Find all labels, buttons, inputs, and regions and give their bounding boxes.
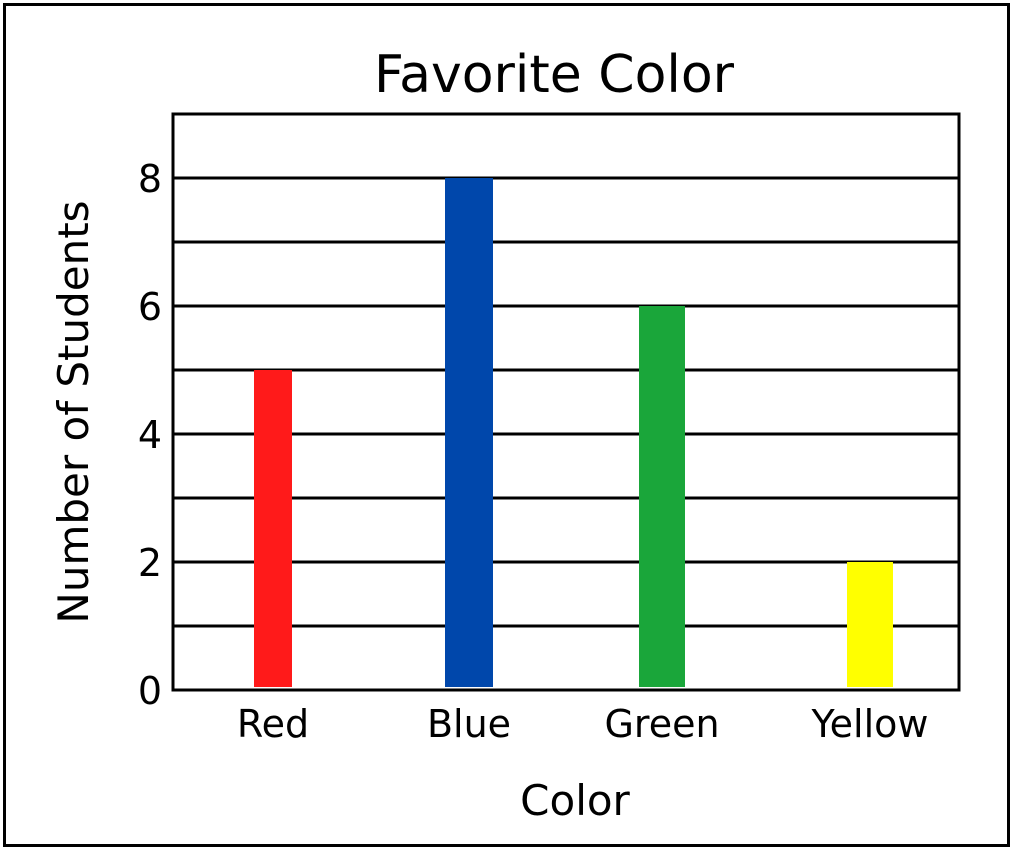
y-tick-label: 6 [138, 285, 162, 329]
gridlines [173, 176, 959, 628]
bar-red [254, 370, 292, 687]
y-tick-label: 4 [138, 413, 162, 457]
x-axis-label: Color [520, 776, 630, 825]
bar-green [639, 306, 685, 687]
y-tick-label: 2 [138, 541, 162, 585]
y-tick-labels: 0 2 4 6 8 [138, 157, 162, 713]
chart-frame [3, 3, 1010, 847]
x-tick-labels: Red Blue Green Yellow [237, 702, 929, 746]
plot-area-border [171, 112, 961, 692]
x-tick-label-yellow: Yellow [811, 702, 929, 746]
bar-blue [445, 178, 493, 687]
x-tick-label-red: Red [237, 702, 309, 746]
bars [254, 178, 893, 687]
y-axis-label: Number of Students [49, 200, 98, 623]
bar-yellow [847, 562, 893, 687]
y-tick-label: 8 [138, 157, 162, 201]
chart-title: Favorite Color [374, 45, 735, 105]
axes [171, 112, 961, 692]
x-tick-label-blue: Blue [427, 702, 511, 746]
x-tick-label-green: Green [604, 702, 719, 746]
y-tick-label: 0 [138, 669, 162, 713]
